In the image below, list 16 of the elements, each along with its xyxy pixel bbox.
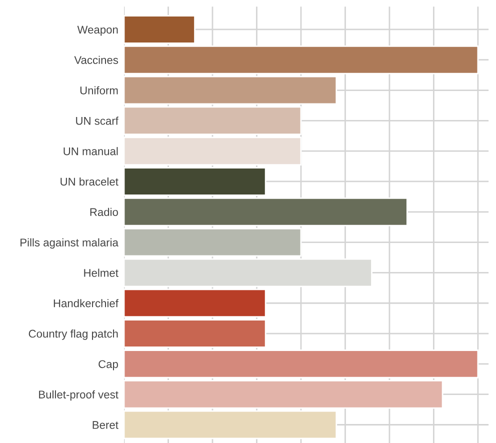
y-tick-label: Bullet-proof vest [39,390,118,401]
y-tick-label: UN manual [64,147,118,156]
y-tick-label: Helmet [84,268,118,277]
bar [124,410,338,440]
y-tick-label: Pills against malaria [20,238,118,249]
y-tick-label: Handkerchief [54,299,118,308]
bar [124,76,338,105]
y-tick-label: Country flag patch [28,330,118,340]
y-tick-label: Radio [90,208,118,216]
y-tick-label: Vaccines [74,56,118,64]
y-tick-label: UN scarf [76,116,118,125]
y-tick-label: Cap [98,360,118,370]
y-tick-label: Uniform [80,86,118,94]
y-tick-label: Beret [92,421,118,429]
y-tick-label: Weapon [77,26,118,36]
y-tick-label: UN bracelet [60,177,118,186]
